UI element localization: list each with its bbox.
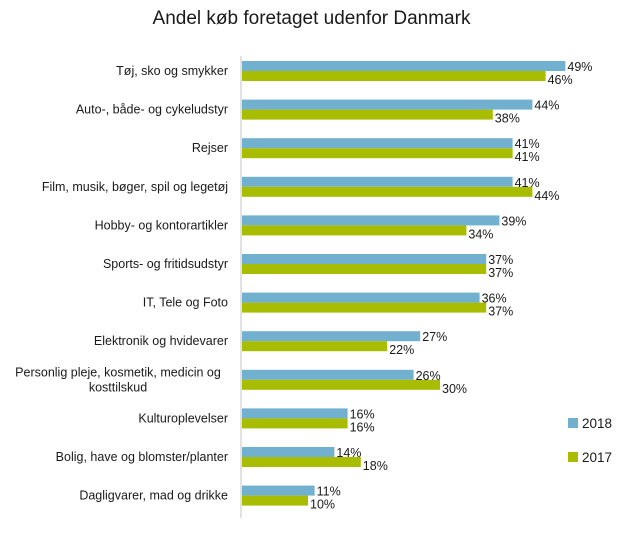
category-label: Tøj, sko og smykker [116,64,228,78]
data-label-2017: 34% [468,227,493,241]
data-label-2017: 44% [534,189,559,203]
chart-title: Andel køb foretaget udenfor Danmark [152,8,471,29]
data-label-2018: 41% [515,137,540,151]
data-label-2017: 30% [442,382,467,396]
legend-swatch-2017 [568,452,578,462]
data-label-2017: 38% [495,112,520,126]
bar-2017 [242,495,308,506]
legend-label-2018: 2018 [582,416,612,431]
data-label-2017: 10% [310,498,335,512]
bar-2018 [242,369,414,380]
bar-2017 [242,264,487,274]
bar-2018 [242,447,335,457]
bar-2017 [242,457,361,467]
data-label-2017: 37% [488,305,513,319]
bar-2018 [242,61,566,71]
bar-2017 [242,148,513,159]
bar-2018 [242,254,487,264]
legend-label-2017: 2017 [582,450,612,465]
data-label-2018: 39% [501,214,526,228]
category-label: Dagligvarer, mad og drikke [79,489,228,503]
category-label: Auto-, både- og cykeludstyr [76,103,228,117]
bar-2017 [242,302,487,313]
bar-2017 [242,225,467,236]
bar-2018 [242,292,480,303]
bar-2018 [242,408,348,419]
bar-2017 [242,418,348,429]
bar-2018 [242,176,513,187]
bar-2018 [242,215,500,226]
bar-2017 [242,186,533,197]
data-label-2017: 37% [488,266,513,280]
data-label-2017: 41% [515,150,540,164]
bar-2018 [242,331,421,342]
category-label: Kulturoplevelser [138,411,228,425]
data-label-2018: 41% [515,176,540,190]
data-label-2018: 11% [317,485,341,499]
data-label-2018: 16% [350,407,375,421]
category-label: Sports- og fritidsudstyr [103,257,228,271]
category-label: Bolig, have og blomster/planter [56,450,228,464]
category-label: Elektronik og hvidevarer [94,334,228,348]
data-label-2018: 36% [482,292,507,306]
data-label-2018: 44% [534,99,559,113]
data-label-2018: 49% [567,60,592,74]
bar-2017 [242,109,493,120]
data-label-2017: 22% [389,343,414,357]
bar-2017 [242,341,388,352]
category-label: Hobby- og kontorartikler [95,218,228,232]
legend-swatch-2018 [568,418,578,428]
bar-2018 [242,138,513,149]
data-label-2017: 18% [363,459,388,473]
category-label: IT, Tele og Foto [143,296,228,310]
bar-2018 [242,99,533,110]
data-label-2017: 46% [548,73,573,87]
category-label: Personlig pleje, kosmetik, medicin og kos… [15,365,221,394]
category-label: Film, musik, bøger, spil og legetøj [42,180,228,194]
data-label-2018: 26% [416,369,441,383]
data-label-2018: 14% [336,446,361,460]
data-label-2018: 37% [488,253,513,267]
category-label: Rejser [192,141,228,155]
legend: 2018 2017 [568,416,612,465]
data-label-2018: 27% [422,330,447,344]
bar-2017 [242,71,546,81]
bar-2017 [242,379,440,390]
bar-2018 [242,485,315,496]
data-label-2017: 16% [350,420,375,434]
